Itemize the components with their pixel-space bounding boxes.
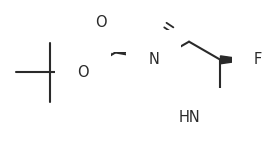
Text: HN: HN — [178, 110, 200, 125]
Text: F: F — [254, 52, 262, 67]
Polygon shape — [221, 56, 248, 64]
Text: O: O — [95, 16, 106, 31]
Text: N: N — [148, 52, 159, 67]
Text: O: O — [77, 65, 89, 80]
